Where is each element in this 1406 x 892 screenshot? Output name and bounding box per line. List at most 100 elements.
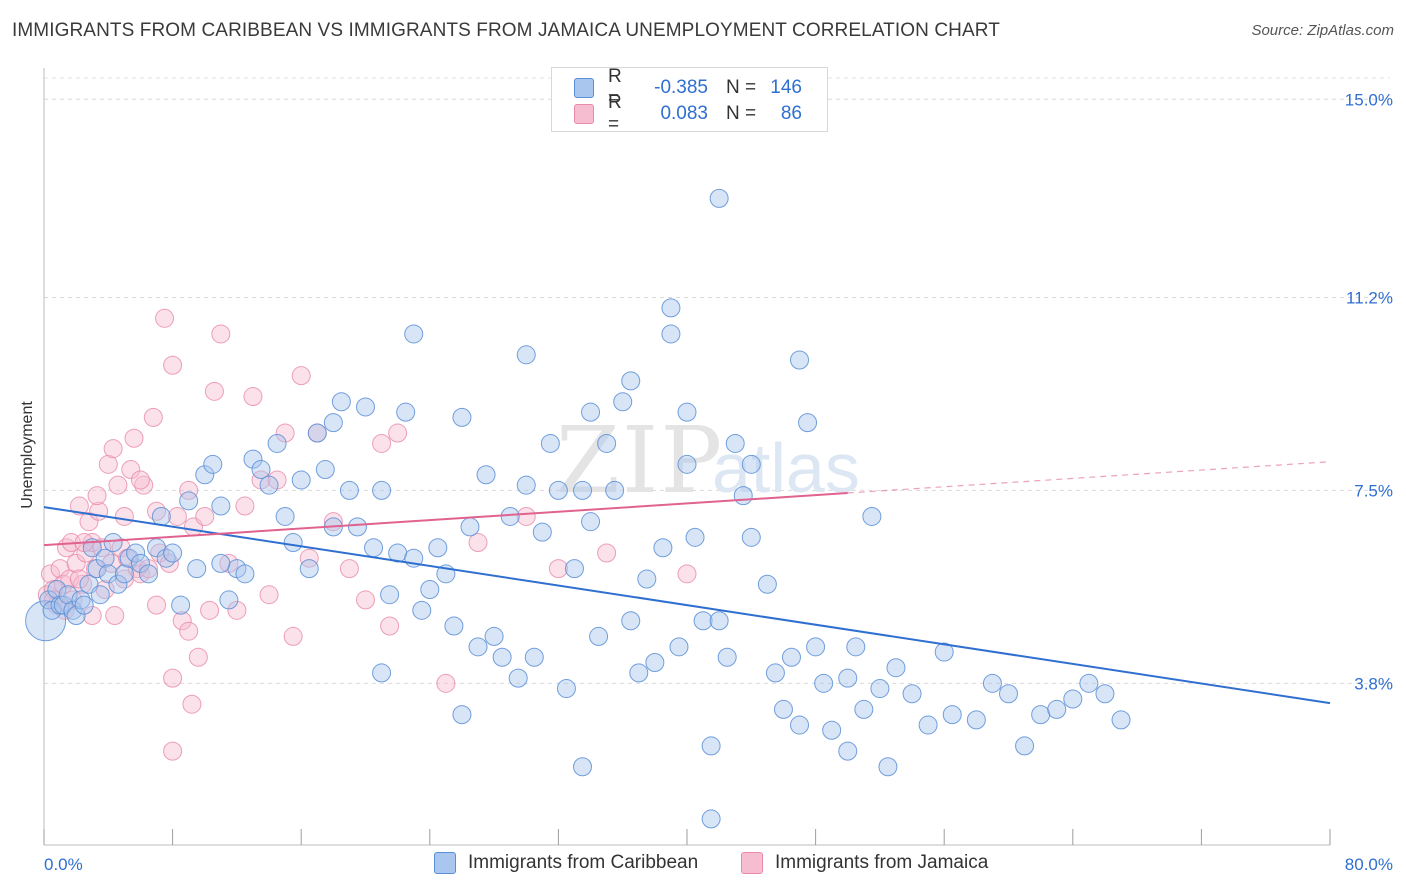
caribbean-point (982, 673, 1002, 693)
caribbean-point (163, 543, 183, 563)
caribbean-point (74, 595, 94, 615)
caribbean-point (283, 533, 303, 553)
caribbean-point (653, 538, 673, 558)
caribbean-point (701, 809, 721, 829)
source-label: Source: ZipAtlas.com (1251, 22, 1394, 39)
jamaica-point (79, 512, 99, 532)
x-tick-label: 80.0% (1345, 855, 1393, 874)
jamaica-point (299, 548, 319, 568)
caribbean-point (1047, 699, 1067, 719)
caribbean-point (1111, 710, 1131, 730)
jamaica-trend-extension (847, 461, 1331, 494)
caribbean-point (613, 392, 633, 412)
caribbean-point (484, 626, 504, 646)
caribbean-point (323, 413, 343, 433)
axes (43, 68, 1331, 846)
jamaica-point (130, 470, 150, 490)
jamaica-point (468, 533, 488, 553)
caribbean-point (380, 585, 400, 605)
jamaica-point (182, 694, 202, 714)
y-axis-label: Unemployment (19, 401, 36, 509)
caribbean-point (942, 705, 962, 725)
jamaica-point (105, 606, 125, 626)
caribbean-point (291, 470, 311, 490)
caribbean-point (492, 647, 512, 667)
jamaica-point (179, 480, 199, 500)
caribbean-point (806, 637, 826, 657)
caribbean-point (1015, 736, 1035, 756)
jamaica-point (114, 506, 134, 526)
jamaica-point (163, 668, 183, 688)
caribbean-point (444, 616, 464, 636)
caribbean-point (108, 574, 128, 594)
jamaica-point (597, 543, 617, 563)
caribbean-point (773, 699, 793, 719)
jamaica-point (372, 433, 392, 453)
caribbean-point (452, 407, 472, 427)
caribbean-point (53, 595, 73, 615)
jamaica-point (200, 600, 220, 620)
caribbean-point (404, 324, 424, 344)
legend-r-label: R = (608, 92, 622, 135)
grid-lines (44, 77, 1390, 684)
jamaica-point (204, 381, 224, 401)
caribbean-point (564, 559, 584, 579)
caribbean-point (307, 423, 327, 443)
jamaica-point (73, 574, 93, 594)
caribbean-point (66, 606, 86, 626)
caribbean-point (814, 673, 834, 693)
y-tick-label: 3.8% (1354, 674, 1393, 693)
jamaica-point (103, 439, 123, 459)
caribbean-point (878, 757, 898, 777)
jamaica-point (127, 559, 147, 579)
bottom-legend-caribbean: Immigrants from Caribbean (434, 852, 698, 874)
jamaica-point (283, 626, 303, 646)
jamaica-point (87, 486, 107, 506)
jamaica-points (37, 308, 697, 761)
jamaica-point (291, 366, 311, 386)
caribbean-point (126, 543, 146, 563)
caribbean-point (25, 600, 67, 642)
caribbean-point (98, 564, 118, 584)
caribbean-point (243, 449, 263, 469)
caribbean-point (259, 475, 279, 495)
caribbean-point (516, 475, 536, 495)
caribbean-point (58, 585, 78, 605)
trend-lines (43, 461, 1331, 705)
bottom-legend-jamaica: Immigrants from Jamaica (741, 852, 988, 874)
caribbean-point (677, 454, 697, 474)
caribbean-point (364, 538, 384, 558)
jamaica-point (147, 595, 167, 615)
caribbean-point (396, 402, 416, 422)
legend-n-value: 86 (780, 103, 802, 124)
caribbean-point (339, 480, 359, 500)
jamaica-point (188, 647, 208, 667)
caribbean-point (331, 392, 351, 412)
y-tick-label: 15.0% (1345, 90, 1393, 109)
jamaica-point (108, 475, 128, 495)
jamaica-point (275, 423, 295, 443)
jamaica-point (380, 616, 400, 636)
caribbean-point (629, 663, 649, 683)
legend-row-jamaica: R = 0.083 N = 86 (574, 92, 802, 135)
caribbean-point (573, 757, 593, 777)
caribbean-point (581, 512, 601, 532)
caribbean-point (661, 298, 681, 318)
caribbean-point (63, 600, 83, 620)
caribbean-point (532, 522, 552, 542)
legend-r-value: -0.385 (654, 77, 708, 98)
jamaica-point (69, 496, 89, 516)
jamaica-point (66, 553, 86, 573)
caribbean-point (854, 699, 874, 719)
caribbean-point (765, 663, 785, 683)
caribbean-point (372, 663, 392, 683)
jamaica-point (172, 611, 192, 631)
jamaica-legend-swatch (741, 852, 763, 874)
caribbean-point (412, 600, 432, 620)
caribbean-point (138, 564, 158, 584)
caribbean-point (709, 188, 729, 208)
caribbean-point (581, 402, 601, 422)
caribbean-trend-line (43, 506, 1331, 705)
jamaica-point (677, 564, 697, 584)
caribbean-point (573, 480, 593, 500)
